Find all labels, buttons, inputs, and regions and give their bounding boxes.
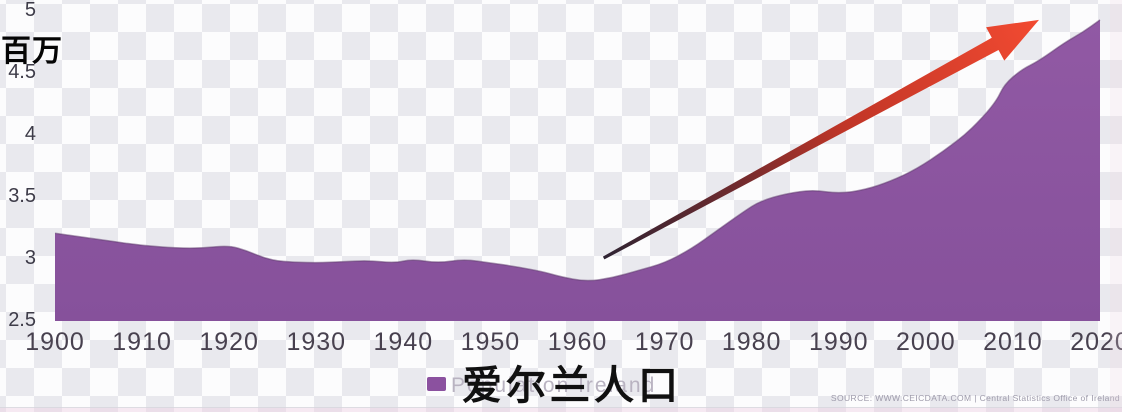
x-tick-label: 2000: [896, 328, 956, 356]
y-tick-label: 4: [24, 123, 36, 145]
y-axis-unit-label: 百万: [1, 35, 63, 68]
x-tick-label: 1990: [808, 328, 869, 356]
x-tick-label: 1900: [25, 328, 85, 356]
y-tick-label: 5: [24, 0, 36, 21]
y-tick-label: 3.5: [8, 185, 36, 207]
y-tick-label: 3: [24, 247, 36, 269]
right-edge-tint: [1110, 0, 1122, 412]
x-tick-label: 1920: [199, 328, 259, 356]
x-tick-label: 1940: [373, 328, 434, 356]
bottom-edge-tint: [0, 408, 1122, 412]
bottom-divider: [0, 407, 1122, 408]
x-tick-label: 1950: [460, 328, 521, 356]
source-attribution: SOURCE: WWW.CEICDATA.COM | Central Stati…: [830, 393, 1120, 403]
y-tick-label: 2.5: [8, 309, 36, 331]
x-tick-label: 1930: [286, 328, 347, 356]
x-tick-label: 1970: [634, 328, 695, 356]
x-tick-label: 2020: [1070, 328, 1122, 356]
x-tick-label: 2010: [983, 328, 1043, 356]
area-outline: [54, 19, 1101, 282]
x-tick-label: 1960: [547, 328, 608, 356]
x-tick-label: 1910: [112, 328, 172, 356]
x-tick-label: 1980: [721, 328, 782, 356]
growth-arrow-icon: [602, 19, 1039, 260]
area-fill: [55, 19, 1100, 322]
y-tick-label: 4.5: [8, 61, 36, 83]
